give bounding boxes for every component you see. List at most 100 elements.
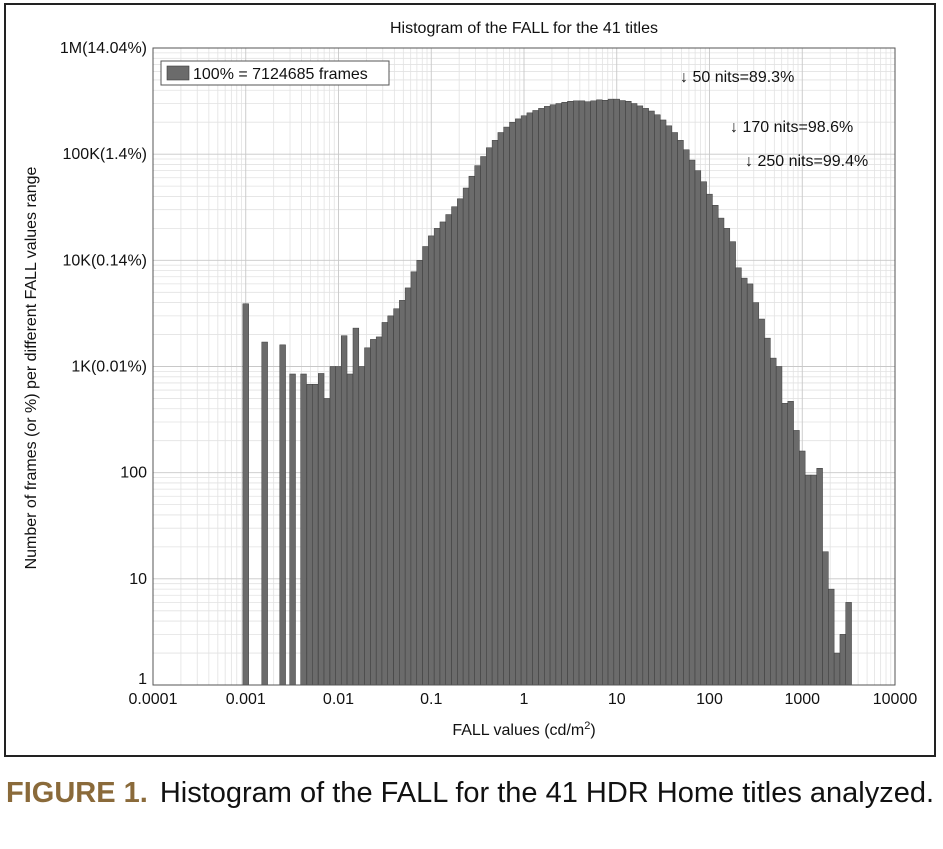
histogram-bar — [630, 103, 638, 686]
x-axis-label: FALL values (cd/m2) — [452, 720, 595, 739]
histogram-bar — [659, 119, 667, 686]
histogram-bar — [775, 366, 783, 686]
histogram-bar — [741, 277, 748, 686]
histogram-bar — [555, 103, 562, 686]
histogram-bar — [381, 322, 389, 686]
histogram-bar — [758, 318, 765, 686]
y-tick-label: 1K(0.01%) — [71, 359, 147, 376]
histogram-bar — [602, 100, 609, 686]
histogram-bar — [375, 336, 383, 686]
annotation-170-nits: ↓ 170 nits=98.6% — [730, 119, 853, 136]
caption-text: Histogram of the FALL for the 41 HDR Hom… — [159, 777, 935, 809]
histogram-bar — [573, 100, 580, 686]
histogram-bar — [654, 114, 661, 686]
histogram-bar — [549, 104, 557, 686]
histogram-bar — [613, 98, 620, 686]
x-tick-label: 0.0001 — [129, 691, 178, 708]
histogram-bar — [636, 105, 644, 686]
x-axis-label-superscript: 2 — [584, 720, 590, 732]
legend-label: 100% = 7124685 frames — [193, 66, 368, 83]
x-tick-label: 10000 — [873, 691, 918, 708]
histogram-bar — [845, 602, 852, 686]
histogram-bar — [688, 159, 696, 686]
x-axis-label-close: ) — [590, 722, 595, 739]
histogram-bar — [561, 102, 568, 686]
histogram-bar — [822, 551, 829, 686]
histogram-bar — [323, 398, 331, 686]
histogram-bar — [387, 315, 394, 686]
histogram-bar — [538, 108, 545, 686]
histogram-bar — [468, 175, 475, 686]
legend-swatch — [166, 65, 190, 81]
x-tick-label: 0.01 — [323, 691, 354, 708]
histogram-bar — [735, 267, 742, 686]
histogram-bar — [300, 373, 307, 686]
legend: 100% = 7124685 frames — [160, 60, 390, 86]
histogram-bar — [596, 99, 603, 686]
histogram-bar — [410, 271, 417, 686]
y-tick-label: 10 — [129, 571, 147, 588]
histogram-bar — [839, 634, 846, 686]
histogram-bar — [642, 108, 649, 686]
figure-frame — [4, 3, 936, 757]
histogram-bar — [717, 217, 725, 686]
histogram-bar — [828, 588, 835, 686]
legend-box — [160, 60, 390, 86]
histogram-bar — [480, 156, 487, 686]
histogram-bar — [318, 373, 325, 686]
histogram-bar — [787, 401, 794, 686]
histogram-bar — [503, 126, 510, 686]
histogram-bar — [486, 147, 493, 686]
histogram-bar — [404, 287, 412, 686]
histogram-bar — [793, 430, 800, 686]
histogram-bar — [770, 357, 777, 686]
figure-caption: FIGURE 1. Histogram of the FALL for the 4… — [6, 775, 936, 811]
histogram-bar — [607, 98, 615, 686]
histogram-bar — [312, 384, 319, 686]
histogram-bar — [567, 101, 574, 686]
histogram-bar — [352, 327, 360, 686]
x-tick-label: 0.1 — [420, 691, 442, 708]
histogram-bar — [329, 366, 337, 686]
histogram-bar — [289, 373, 296, 686]
histogram-bar — [335, 366, 342, 686]
y-tick-label: 1 — [138, 671, 147, 688]
annotation-50-nits: ↓ 50 nits=89.3% — [680, 69, 794, 86]
histogram-bar — [590, 100, 597, 686]
caption-label: FIGURE 1. — [6, 777, 148, 809]
x-tick-labels: 0.0001 0.001 0.01 0.1 1 10 100 1000 10000 — [129, 691, 918, 708]
x-tick-label: 10 — [608, 691, 626, 708]
x-tick-label: 1000 — [784, 691, 820, 708]
histogram-bar — [340, 335, 348, 686]
annotation-250-nits: ↓ 250 nits=99.4% — [745, 153, 868, 170]
histogram-bar — [457, 198, 464, 686]
histogram-bar — [648, 110, 655, 686]
histogram-bar — [399, 300, 406, 686]
histogram-bar — [544, 106, 551, 686]
histogram-bar — [364, 347, 371, 686]
histogram-bar — [422, 246, 429, 686]
histogram-bar — [700, 181, 707, 686]
histogram-bar — [584, 101, 591, 686]
histogram-bar — [746, 283, 754, 686]
y-tick-label: 100 — [120, 465, 147, 482]
y-tick-label: 100K(1.4%) — [63, 146, 148, 163]
histogram-bar — [833, 652, 841, 686]
histogram-bar — [810, 474, 817, 686]
x-tick-label: 1 — [520, 691, 529, 708]
x-tick-label: 100 — [696, 691, 723, 708]
y-tick-labels: 1 10 100 1K(0.01%) 10K(0.14%) 100K(1.4%) 1M(14… — [60, 40, 147, 688]
histogram-bar — [428, 235, 435, 686]
histogram-bar — [242, 303, 249, 686]
histogram-bar — [520, 115, 528, 686]
histogram-bar — [764, 337, 771, 686]
histogram-bar — [515, 118, 522, 686]
histogram-bar — [532, 110, 539, 686]
histogram-bar — [261, 341, 268, 686]
histogram-bar — [346, 373, 354, 686]
x-axis-label-text: FALL values (cd/m — [452, 722, 584, 739]
chart-title: Histogram of the FALL for the 41 titles — [390, 20, 658, 37]
histogram-bar — [619, 100, 626, 686]
histogram-bar — [445, 214, 452, 686]
histogram-bar — [694, 170, 702, 686]
